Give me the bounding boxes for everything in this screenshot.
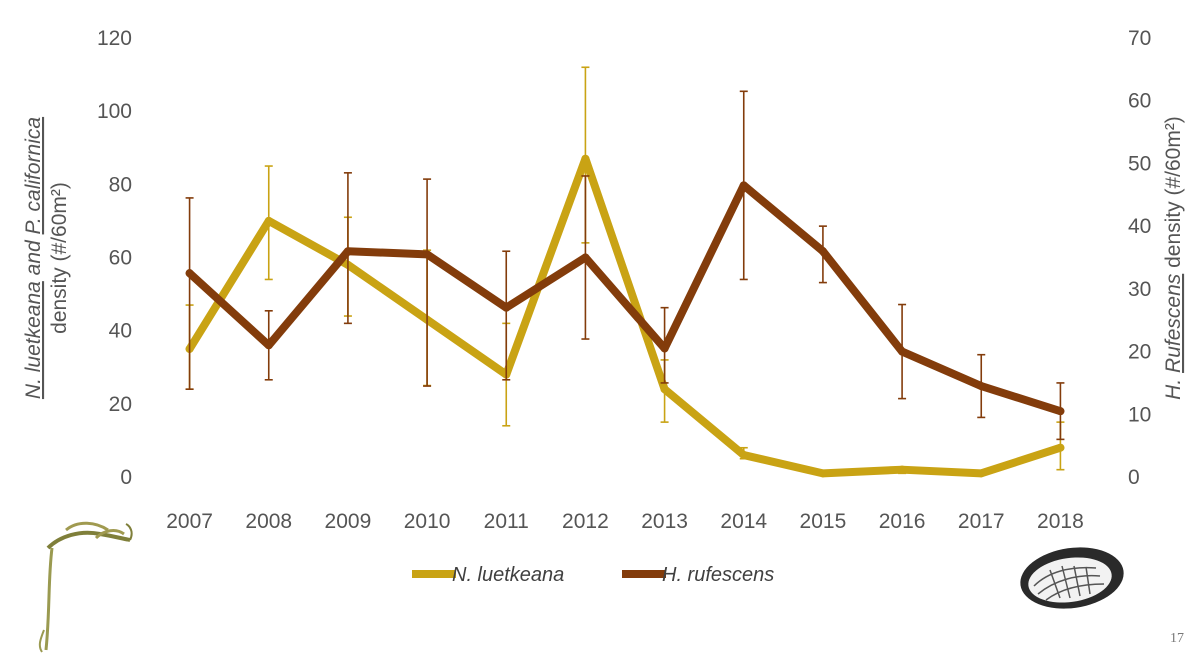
data-point	[264, 341, 273, 350]
y-left-tick-label: 120	[97, 27, 132, 50]
data-point	[739, 451, 748, 460]
y-right-tick-label: 60	[1128, 90, 1151, 113]
data-point	[185, 269, 194, 278]
data-point	[581, 154, 590, 163]
y-right-axis-title: H. Rufescens density (#/60m²)	[1162, 116, 1185, 400]
error-bar	[185, 197, 194, 391]
data-point	[343, 247, 352, 256]
y-left-tick-label: 20	[109, 393, 132, 416]
x-tick-label: 2015	[800, 510, 847, 533]
y-right-tick-label: 20	[1128, 341, 1151, 364]
data-point	[660, 344, 669, 353]
legend-label: H. rufescens	[662, 564, 774, 586]
y-right-tick-label: 10	[1128, 403, 1151, 426]
y-right-tick-label: 30	[1128, 278, 1151, 301]
x-tick-label: 2016	[879, 510, 926, 533]
error-bar	[502, 250, 511, 381]
data-point	[423, 250, 432, 259]
y-left-tick-label: 0	[120, 466, 132, 489]
page-number: 17	[1170, 631, 1184, 646]
x-tick-label: 2018	[1037, 510, 1084, 533]
data-point	[818, 469, 827, 478]
y-left-tick-label: 40	[109, 320, 132, 343]
y-left-axis-subtitle: density (#/60m²)	[48, 182, 71, 334]
data-point	[1056, 443, 1065, 452]
series-n-luetkeana	[185, 66, 1065, 478]
data-point	[818, 247, 827, 256]
y-right-tick-label: 70	[1128, 27, 1151, 50]
x-tick-label: 2012	[562, 510, 609, 533]
series-line	[185, 154, 1065, 478]
x-tick-label: 2011	[484, 510, 529, 533]
legend-item: N. luetkeana	[412, 564, 564, 586]
data-point	[660, 385, 669, 394]
y-left-tick-label: 100	[97, 100, 132, 123]
y-left-tick-label: 60	[109, 247, 132, 270]
x-tick-label: 2009	[325, 510, 372, 533]
legend-label: N. luetkeana	[452, 564, 564, 586]
data-point	[977, 469, 986, 478]
y-right-tick-label: 0	[1128, 466, 1140, 489]
data-point	[977, 382, 986, 391]
x-tick-label: 2010	[404, 510, 451, 533]
x-tick-label: 2007	[166, 510, 213, 533]
y-left-tick-label: 80	[109, 173, 132, 196]
x-tick-label: 2008	[245, 510, 292, 533]
series-h-rufescens	[185, 90, 1065, 441]
legend-item: H. rufescens	[622, 564, 774, 586]
abalone-shell-icon	[1020, 547, 1124, 609]
error-bar	[423, 178, 432, 387]
data-point	[898, 347, 907, 356]
data-point	[581, 253, 590, 262]
y-right-tick-label: 50	[1128, 152, 1151, 175]
data-point	[898, 465, 907, 474]
data-point	[1056, 407, 1065, 416]
y-left-axis-title: N. luetkeana and P. californica	[22, 117, 45, 399]
kelp-icon	[38, 521, 133, 653]
data-point	[502, 303, 511, 312]
data-point	[739, 181, 748, 190]
y-right-tick-label: 40	[1128, 215, 1151, 238]
series-line	[185, 181, 1065, 416]
x-tick-label: 2013	[641, 510, 688, 533]
x-tick-label: 2014	[720, 510, 767, 533]
data-point	[264, 216, 273, 225]
x-tick-label: 2017	[958, 510, 1005, 533]
